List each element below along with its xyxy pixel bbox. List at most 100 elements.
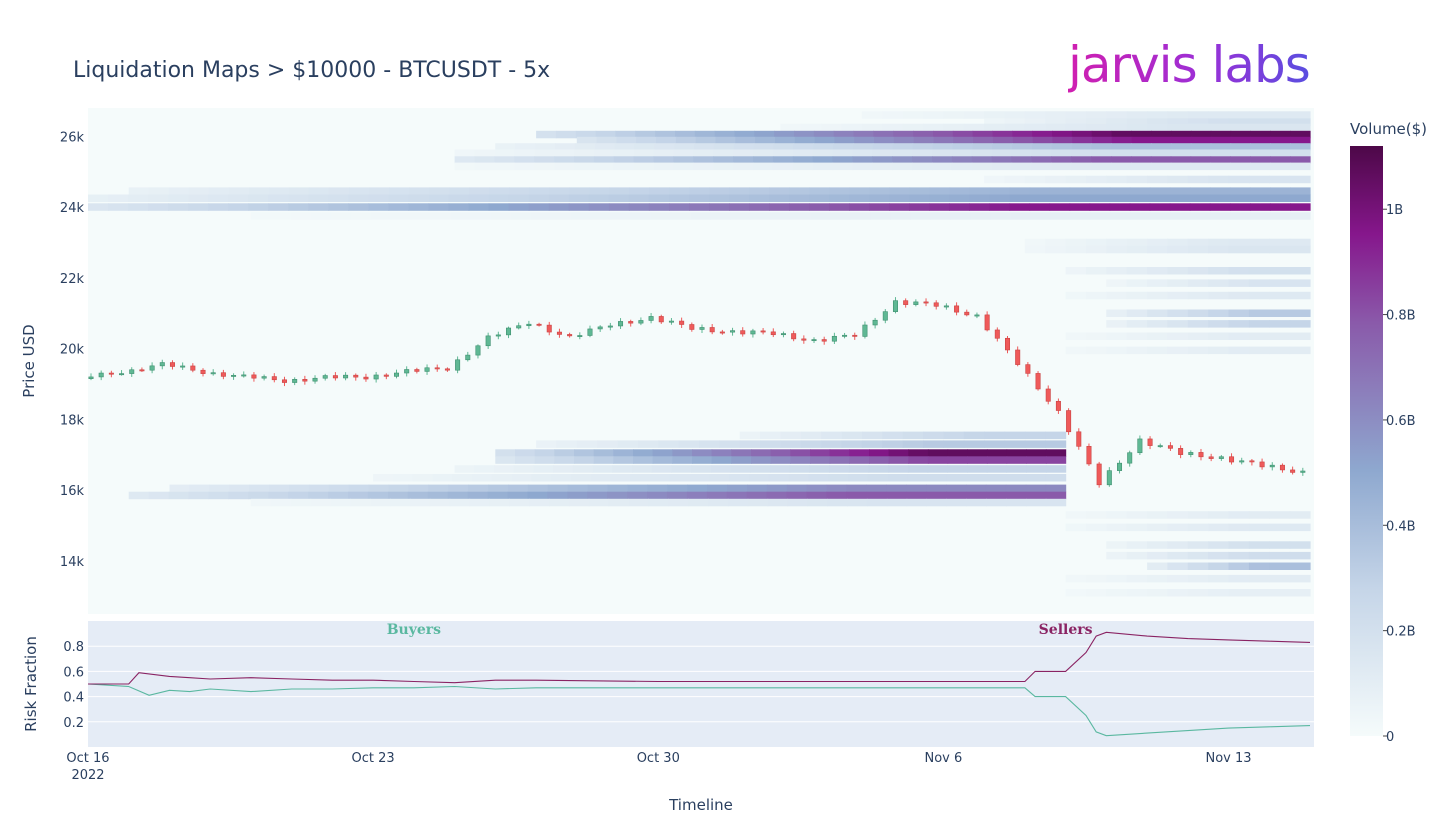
candle [1300, 467, 1306, 476]
candle-body [1106, 470, 1112, 486]
band-segment [529, 187, 550, 195]
band-segment [949, 194, 970, 202]
band-segment [388, 194, 410, 202]
band-segment [554, 456, 575, 464]
band-segment [907, 465, 929, 473]
band-segment [861, 431, 883, 440]
band-segment [308, 491, 329, 500]
band-segment [730, 465, 751, 473]
band-segment [1051, 143, 1073, 151]
band-segment [1147, 267, 1169, 275]
band-segment [678, 440, 700, 448]
band-segment [892, 149, 913, 157]
band-segment [1289, 589, 1311, 597]
band-segment [629, 187, 650, 195]
y-tick-label: 20k [60, 343, 85, 358]
band-segment [715, 136, 736, 145]
band-segment [1269, 574, 1291, 583]
band-segment [528, 203, 550, 211]
band-segment [789, 194, 810, 202]
candle [984, 311, 990, 332]
band-segment [971, 149, 993, 157]
band-segment [985, 484, 1007, 493]
band-segment [1250, 212, 1271, 220]
candle-body [1137, 438, 1143, 454]
band-segment [821, 440, 843, 448]
band-segment [1269, 309, 1291, 317]
band-segment [1248, 175, 1270, 184]
band-segment [709, 194, 730, 202]
band-segment [1208, 123, 1230, 132]
band-segment [869, 456, 890, 464]
band-segment [923, 440, 944, 448]
band-segment [1250, 162, 1271, 171]
band-segment [1025, 498, 1047, 507]
candle-body [1066, 410, 1072, 433]
candle [689, 322, 695, 332]
band-segment [1106, 523, 1128, 532]
band-segment [429, 498, 451, 507]
band-segment [729, 203, 750, 211]
band-segment [1248, 346, 1270, 355]
band-segment [1106, 267, 1128, 275]
band-segment [648, 498, 669, 507]
band-segment [1289, 320, 1311, 328]
band-segment [310, 212, 332, 220]
band-segment [1147, 123, 1169, 132]
band-segment [933, 130, 954, 139]
band-segment [1131, 149, 1152, 157]
band-segment [534, 156, 555, 164]
band-segment [1167, 541, 1189, 549]
band-segment [1208, 589, 1230, 597]
band-segment [739, 440, 761, 448]
band-segment [1189, 194, 1211, 202]
band-segment [1230, 130, 1251, 139]
band-segment [1131, 156, 1152, 164]
band-segment [550, 212, 572, 220]
band-segment [1150, 149, 1172, 157]
band-segment [1269, 238, 1291, 247]
band-segment [949, 203, 970, 211]
band-segment [1290, 162, 1311, 171]
y-tick-label: 22k [60, 272, 85, 287]
candle-body [964, 311, 970, 316]
band-segment [1230, 149, 1251, 157]
band-segment [248, 203, 269, 211]
band-segment [1029, 187, 1051, 195]
band-segment [168, 203, 189, 211]
band-segment [892, 143, 914, 151]
band-segment [872, 156, 893, 164]
candle [271, 373, 277, 383]
liquidation-band [454, 465, 1067, 473]
candle [567, 332, 573, 338]
band-segment [169, 484, 190, 493]
candle [281, 376, 287, 387]
risk-series-buyers [87, 683, 1311, 737]
band-segment [1150, 212, 1171, 220]
candle [1096, 461, 1102, 488]
band-segment [927, 474, 948, 482]
band-segment [812, 149, 834, 157]
band-segment [829, 456, 850, 464]
band-segment [407, 491, 429, 500]
candle [1290, 466, 1296, 475]
band-segment [548, 203, 570, 211]
band-segment [1126, 175, 1148, 184]
liquidation-band [1024, 245, 1311, 254]
band-segment [448, 194, 470, 202]
band-segment [902, 111, 924, 119]
band-segment [1289, 332, 1311, 340]
band-segment [963, 440, 985, 448]
band-segment [1248, 562, 1270, 570]
band-segment [1187, 245, 1209, 254]
candle-body [1127, 452, 1133, 464]
band-segment [1106, 541, 1128, 549]
band-segment [1129, 194, 1151, 202]
band-segment [590, 474, 612, 482]
candle-body [302, 379, 308, 382]
band-segment [614, 143, 636, 151]
band-segment [1069, 203, 1091, 211]
band-segment [1189, 187, 1211, 195]
candle-body [811, 339, 817, 342]
band-segment [1167, 118, 1189, 126]
